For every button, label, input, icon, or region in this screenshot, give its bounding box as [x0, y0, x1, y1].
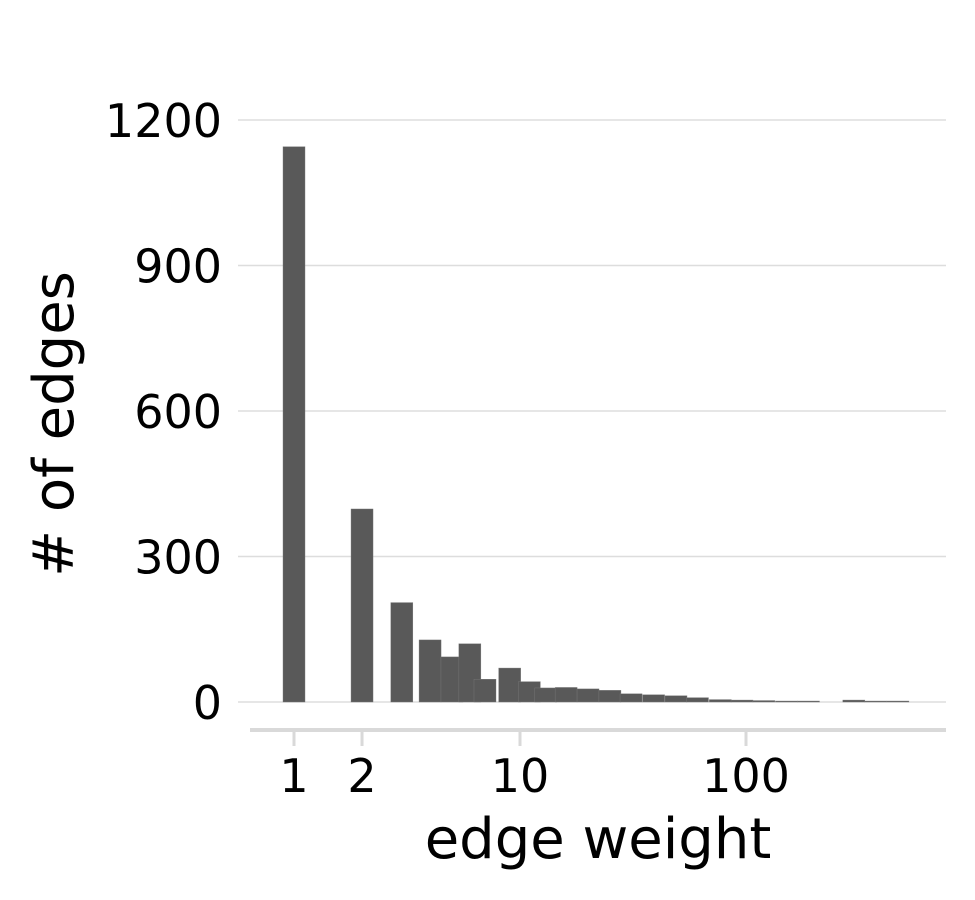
- x-tick-labels: 1 2 10 100: [279, 732, 790, 803]
- histogram-bar: [642, 694, 665, 703]
- gridlines: [238, 119, 946, 703]
- histogram-bar: [390, 602, 414, 703]
- y-tick-label: 1200: [105, 94, 222, 148]
- histogram-bar: [554, 687, 578, 703]
- histogram-bar: [686, 697, 709, 703]
- histogram-bar: [498, 667, 521, 703]
- y-tick-label: 900: [134, 240, 222, 294]
- histogram-bar: [709, 699, 732, 703]
- histogram-bar: [775, 700, 798, 703]
- histogram-bar: [842, 699, 866, 703]
- histogram-bar: [752, 700, 776, 703]
- y-tick-labels: 0 300 600 900 1200: [105, 94, 222, 730]
- x-tick-label: 100: [702, 749, 790, 803]
- histogram-bar: [418, 639, 442, 703]
- histogram-bar: [797, 700, 820, 703]
- bars: [282, 146, 910, 703]
- x-tick-label: 1: [279, 749, 308, 803]
- y-axis-title: # of edges: [22, 271, 87, 577]
- histogram-bar: [598, 690, 622, 703]
- histogram-bar: [619, 693, 643, 703]
- x-axis-title: edge weight: [425, 807, 772, 872]
- histogram-bar: [534, 687, 557, 703]
- y-tick-label: 300: [134, 531, 222, 585]
- histogram-bar: [886, 700, 910, 703]
- x-tick-label: 2: [347, 749, 376, 803]
- histogram-bar: [664, 695, 688, 703]
- x-tick-label: 10: [491, 749, 550, 803]
- histogram-bar: [282, 146, 306, 703]
- histogram-bar: [350, 508, 374, 703]
- y-tick-label: 600: [134, 385, 222, 439]
- histogram-bar: [864, 700, 887, 703]
- histogram-bar: [473, 679, 497, 703]
- y-tick-label: 0: [193, 676, 222, 730]
- histogram-bar: [730, 699, 754, 703]
- histogram-bar: [576, 688, 600, 703]
